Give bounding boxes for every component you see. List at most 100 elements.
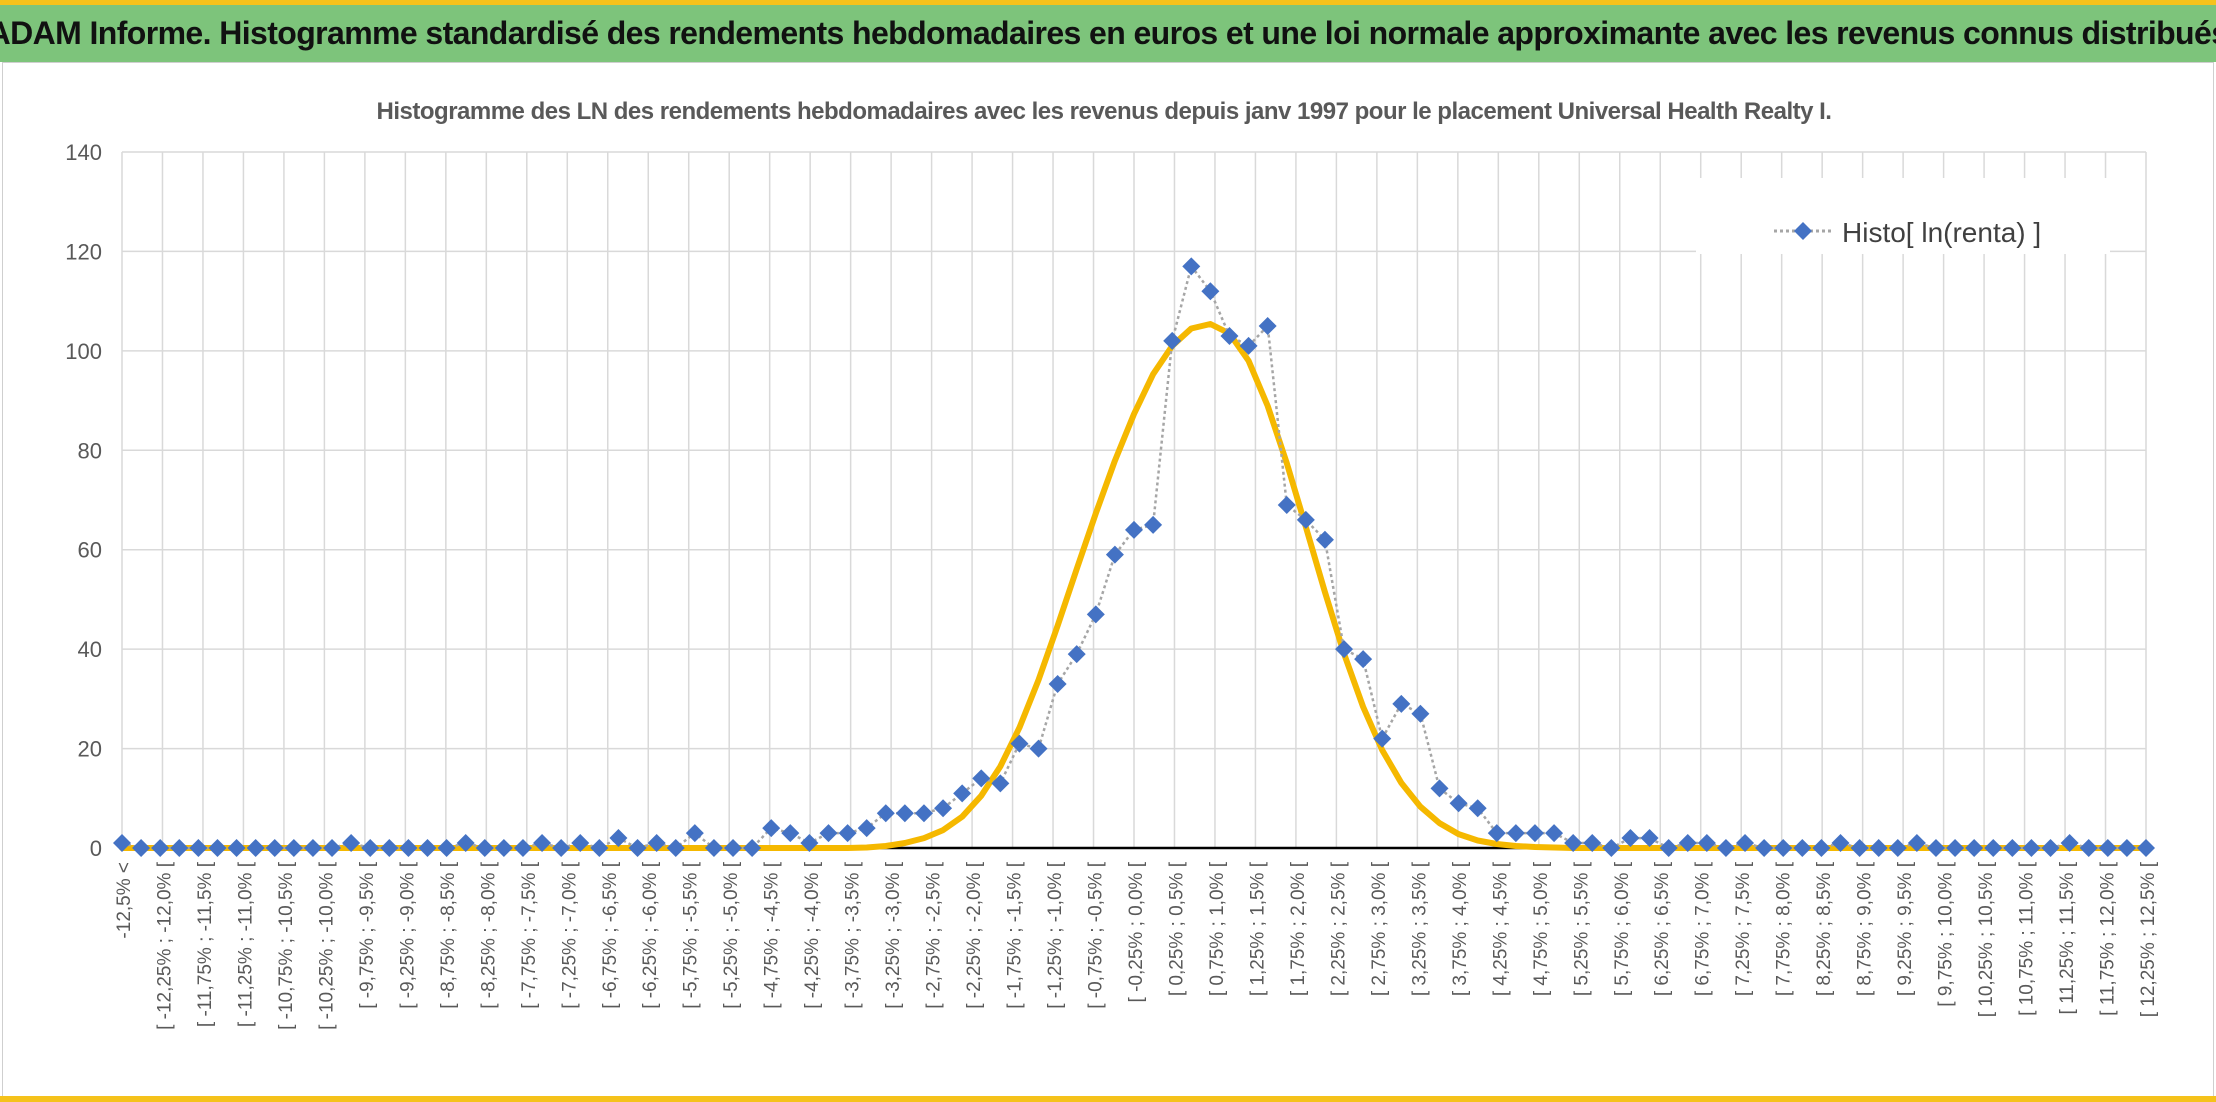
x-tick-label: [ 8,25% ; 8,5% [	[1814, 861, 1835, 996]
x-tick-label: [ 6,75% ; 7,0% [	[1693, 861, 1714, 996]
y-tick-label: 20	[78, 737, 102, 762]
histogram-point	[533, 834, 552, 853]
histogram-point	[1144, 515, 1163, 534]
histogram-point	[1564, 834, 1583, 853]
histogram-point	[513, 839, 532, 857]
x-tick-label: [ -2,75% ; -2,5% [	[924, 861, 945, 1009]
y-tick-label: 40	[78, 637, 102, 662]
histogram-point	[208, 839, 227, 857]
histogram-point	[704, 839, 723, 857]
histogram-point	[800, 834, 819, 853]
histogram-point	[494, 839, 513, 857]
histogram-point	[647, 834, 666, 853]
histogram-point	[1296, 510, 1315, 529]
histogram-point	[991, 774, 1010, 793]
x-tick-label: [ -9,75% ; -9,5% [	[357, 861, 378, 1009]
histogram-point	[685, 824, 704, 843]
histogram-point	[342, 834, 361, 853]
histogram-point	[1315, 530, 1334, 549]
y-tick-label: 120	[65, 239, 102, 264]
x-tick-label: [ 4,25% ; 4,5% [	[1490, 861, 1511, 996]
histogram-point	[475, 839, 494, 857]
y-tick-label: 140	[65, 140, 102, 165]
histogram-point	[418, 839, 437, 857]
histogram-point	[1048, 674, 1067, 693]
x-tick-label: [ 9,75% ; 10,0% [	[1936, 861, 1957, 1006]
histogram-point	[1793, 839, 1812, 857]
histogram-point	[1736, 834, 1755, 853]
histogram-point	[113, 834, 131, 853]
histogram-point	[2137, 839, 2155, 857]
x-tick-label: [ 10,75% ; 11,0% [	[2017, 861, 2038, 1016]
x-tick-label: [ -3,75% ; -3,5% [	[843, 861, 864, 1009]
histogram-point	[1487, 824, 1506, 843]
histogram-point	[1449, 794, 1468, 813]
x-tick-label: [ 11,25% ; 11,5% [	[2057, 861, 2078, 1014]
histogram-point	[132, 839, 151, 857]
x-tick-label: [ -11,25% ; -11,0% [	[235, 861, 256, 1027]
histogram-point	[2117, 839, 2136, 857]
x-tick-label: [ -6,25% ; -6,0% [	[640, 861, 661, 1009]
histogram-point	[628, 839, 647, 857]
x-tick-label: [ 1,25% ; 1,5% [	[1247, 861, 1268, 996]
x-tick-label: [ -3,25% ; -3,0% [	[883, 861, 904, 1009]
x-tick-label: [ 5,25% ; 5,5% [	[1571, 861, 1592, 996]
x-tick-label: [ -7,25% ; -7,0% [	[559, 861, 580, 1009]
x-tick-label: [ -6,75% ; -6,5% [	[600, 861, 621, 1009]
y-tick-label: 80	[78, 438, 102, 463]
y-axis-tick-labels: 0 20 40 60 80 100 120 140	[65, 140, 102, 861]
histogram-point	[1105, 545, 1124, 564]
legend-diamond-marker	[1794, 222, 1812, 240]
histogram-point	[819, 824, 838, 843]
x-tick-label: [ -4,25% ; -4,0% [	[802, 861, 823, 1009]
histogram-point	[303, 839, 322, 857]
x-tick-label: [ 11,75% ; 12,0% [	[2098, 861, 2119, 1016]
histogram-point	[1984, 839, 2003, 857]
histogram-point	[1812, 839, 1831, 857]
histogram-point	[571, 834, 590, 853]
x-tick-label: [ 4,75% ; 5,0% [	[1531, 861, 1552, 996]
histogram-point	[399, 839, 418, 857]
histogram-point	[1545, 824, 1564, 843]
histogram-point	[590, 839, 609, 857]
histogram-point	[743, 839, 762, 857]
x-tick-label: [ -9,25% ; -9,0% [	[397, 861, 418, 1009]
x-tick-label: [ 3,75% ; 4,0% [	[1450, 861, 1471, 996]
histogram-point	[876, 804, 895, 823]
x-tick-label: [ 2,25% ; 2,5% [	[1328, 861, 1349, 996]
histogram-point	[437, 839, 456, 857]
x-tick-label: [ -0,75% ; -0,5% [	[1086, 861, 1107, 1009]
histogram-point	[1621, 829, 1640, 848]
histogram-point	[1697, 834, 1716, 853]
histogram-point	[1029, 739, 1048, 758]
histogram-point	[1220, 326, 1239, 345]
histogram-point	[1086, 605, 1105, 624]
histogram-point	[170, 839, 189, 857]
x-tick-label: [ 7,75% ; 8,0% [	[1774, 861, 1795, 996]
histogram-point	[972, 769, 991, 788]
x-tick-label: [ 9,25% ; 9,5% [	[1895, 861, 1916, 996]
x-tick-label: [ 0,75% ; 1,0% [	[1207, 861, 1228, 996]
histogram-point	[1583, 834, 1602, 853]
x-tick-label: [ 12,25% ; 12,5% [	[2138, 861, 2159, 1017]
histogram-point	[895, 804, 914, 823]
histogram-point	[1239, 336, 1258, 355]
histogram-point	[1335, 640, 1354, 659]
histogram-point	[1888, 839, 1907, 857]
histogram-point	[189, 839, 208, 857]
x-tick-label: [ -10,75% ; -10,5% [	[276, 861, 297, 1030]
x-tick-label: [ -8,75% ; -8,5% [	[438, 861, 459, 1009]
x-tick-label: [ -4,75% ; -4,5% [	[762, 861, 783, 1009]
histogram-point	[1640, 829, 1659, 848]
grid-lines	[121, 151, 2147, 850]
x-tick-label: [ 1,75% ; 2,0% [	[1288, 861, 1309, 996]
histogram-point	[1201, 282, 1220, 301]
histogram-point	[1965, 839, 1984, 857]
histogram-point	[456, 834, 475, 853]
legend-label: Histo[ ln(renta) ]	[1842, 217, 2041, 248]
bottom-accent-bar	[0, 1096, 2216, 1102]
histogram-point	[1716, 839, 1735, 857]
histogram-point	[323, 839, 342, 857]
